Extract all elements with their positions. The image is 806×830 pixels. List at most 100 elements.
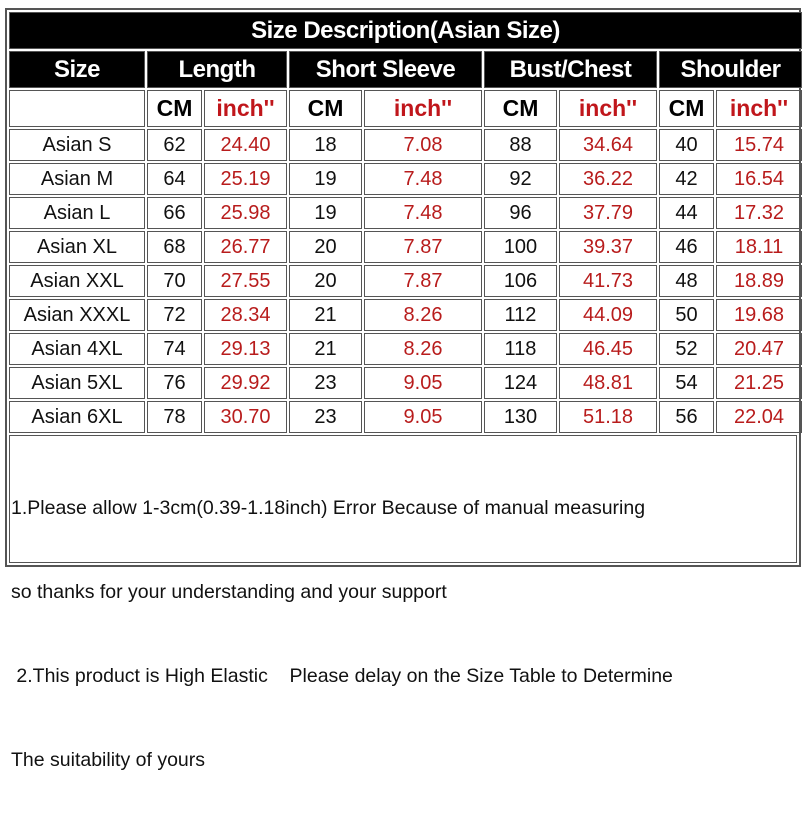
cm-cell: 92 xyxy=(484,163,557,195)
cm-cell: 70 xyxy=(147,265,202,297)
cm-cell: 88 xyxy=(484,129,557,161)
size-cell: Asian 6XL xyxy=(9,401,145,433)
cm-cell: 106 xyxy=(484,265,557,297)
cm-cell: 78 xyxy=(147,401,202,433)
inch-cell: 7.48 xyxy=(364,197,482,229)
inch-cell: 29.13 xyxy=(204,333,287,365)
inch-cell: 36.22 xyxy=(559,163,657,195)
header-row: Size Length Short Sleeve Bust/Chest Shou… xyxy=(9,51,802,88)
cm-cell: 23 xyxy=(289,367,362,399)
cm-cell: 46 xyxy=(659,231,714,263)
inch-cell: 7.48 xyxy=(364,163,482,195)
inch-cell: 41.73 xyxy=(559,265,657,297)
cm-cell: 21 xyxy=(289,299,362,331)
table-row: Asian 6XL 78 30.70 23 9.05 130 51.18 56 22.04 xyxy=(9,401,802,433)
inch-cell: 9.05 xyxy=(364,367,482,399)
table-row: Asian 4XL 74 29.13 21 8.26 118 46.45 52 20.47 xyxy=(9,333,802,365)
unit-cm: CM xyxy=(659,90,714,127)
cm-cell: 21 xyxy=(289,333,362,365)
inch-cell: 39.37 xyxy=(559,231,657,263)
size-chart: Size Description(Asian Size) Size Length… xyxy=(5,8,804,771)
inch-cell: 44.09 xyxy=(559,299,657,331)
cm-cell: 54 xyxy=(659,367,714,399)
cm-cell: 64 xyxy=(147,163,202,195)
cm-cell: 62 xyxy=(147,129,202,161)
title-row: Size Description(Asian Size) xyxy=(9,12,802,49)
unit-inch: inch'' xyxy=(364,90,482,127)
inch-cell: 20.47 xyxy=(716,333,802,365)
inch-cell: 29.92 xyxy=(204,367,287,399)
cm-cell: 40 xyxy=(659,129,714,161)
size-cell: Asian XXXL xyxy=(9,299,145,331)
table-row: Asian 5XL 76 29.92 23 9.05 124 48.81 54 21.25 xyxy=(9,367,802,399)
cm-cell: 42 xyxy=(659,163,714,195)
unit-cm: CM xyxy=(147,90,202,127)
units-row: CM inch'' CM inch'' CM inch'' CM inch'' xyxy=(9,90,802,127)
cm-cell: 20 xyxy=(289,231,362,263)
unit-inch: inch'' xyxy=(716,90,802,127)
cm-cell: 74 xyxy=(147,333,202,365)
header-shoulder: Shoulder xyxy=(659,51,802,88)
inch-cell: 28.34 xyxy=(204,299,287,331)
inch-cell: 25.19 xyxy=(204,163,287,195)
inch-cell: 48.81 xyxy=(559,367,657,399)
unit-cm: CM xyxy=(484,90,557,127)
cm-cell: 100 xyxy=(484,231,557,263)
inch-cell: 26.77 xyxy=(204,231,287,263)
inch-cell: 7.87 xyxy=(364,265,482,297)
size-cell: Asian XXL xyxy=(9,265,145,297)
cm-cell: 44 xyxy=(659,197,714,229)
table-row: Asian XL 68 26.77 20 7.87 100 39.37 46 18.11 xyxy=(9,231,802,263)
inch-cell: 46.45 xyxy=(559,333,657,365)
notes: 1.Please allow 1-3cm(0.39-1.18inch) Erro… xyxy=(9,435,797,771)
cm-cell: 20 xyxy=(289,265,362,297)
table-row: Asian S 62 24.40 18 7.08 88 34.64 40 15.74 xyxy=(9,129,802,161)
header-length: Length xyxy=(147,51,287,88)
cm-cell: 118 xyxy=(484,333,557,365)
inch-cell: 8.26 xyxy=(364,299,482,331)
inch-cell: 34.64 xyxy=(559,129,657,161)
table-row: Asian XXL 70 27.55 20 7.87 106 41.73 48 18.89 xyxy=(9,265,802,297)
inch-cell: 19.68 xyxy=(716,299,802,331)
table-row: Asian L 66 25.98 19 7.48 96 37.79 44 17.32 xyxy=(9,197,802,229)
inch-cell: 51.18 xyxy=(559,401,657,433)
note-line: 2.This product is High Elastic Please de… xyxy=(11,665,673,687)
size-cell: Asian M xyxy=(9,163,145,195)
note-line: so thanks for your understanding and you… xyxy=(11,581,447,603)
header-short-sleeve: Short Sleeve xyxy=(289,51,482,88)
unit-inch: inch'' xyxy=(559,90,657,127)
cm-cell: 72 xyxy=(147,299,202,331)
inch-cell: 21.25 xyxy=(716,367,802,399)
size-cell: Asian 4XL xyxy=(9,333,145,365)
inch-cell: 18.89 xyxy=(716,265,802,297)
note-line: The suitability of yours xyxy=(11,749,206,771)
cm-cell: 23 xyxy=(289,401,362,433)
header-bust-chest: Bust/Chest xyxy=(484,51,657,88)
size-cell: Asian L xyxy=(9,197,145,229)
units-blank xyxy=(9,90,145,127)
cm-cell: 48 xyxy=(659,265,714,297)
inch-cell: 7.08 xyxy=(364,129,482,161)
size-cell: Asian XL xyxy=(9,231,145,263)
cm-cell: 130 xyxy=(484,401,557,433)
inch-cell: 8.26 xyxy=(364,333,482,365)
size-table: Size Description(Asian Size) Size Length… xyxy=(7,10,804,435)
cm-cell: 124 xyxy=(484,367,557,399)
chart-title: Size Description(Asian Size) xyxy=(9,12,802,49)
cm-cell: 18 xyxy=(289,129,362,161)
cm-cell: 112 xyxy=(484,299,557,331)
inch-cell: 24.40 xyxy=(204,129,287,161)
inch-cell: 22.04 xyxy=(716,401,802,433)
cm-cell: 66 xyxy=(147,197,202,229)
inch-cell: 15.74 xyxy=(716,129,802,161)
inch-cell: 18.11 xyxy=(716,231,802,263)
cm-cell: 52 xyxy=(659,333,714,365)
inch-cell: 16.54 xyxy=(716,163,802,195)
inch-cell: 27.55 xyxy=(204,265,287,297)
cm-cell: 76 xyxy=(147,367,202,399)
unit-cm: CM xyxy=(289,90,362,127)
inch-cell: 37.79 xyxy=(559,197,657,229)
note-line: 1.Please allow 1-3cm(0.39-1.18inch) Erro… xyxy=(11,497,646,519)
cm-cell: 19 xyxy=(289,163,362,195)
unit-inch: inch'' xyxy=(204,90,287,127)
